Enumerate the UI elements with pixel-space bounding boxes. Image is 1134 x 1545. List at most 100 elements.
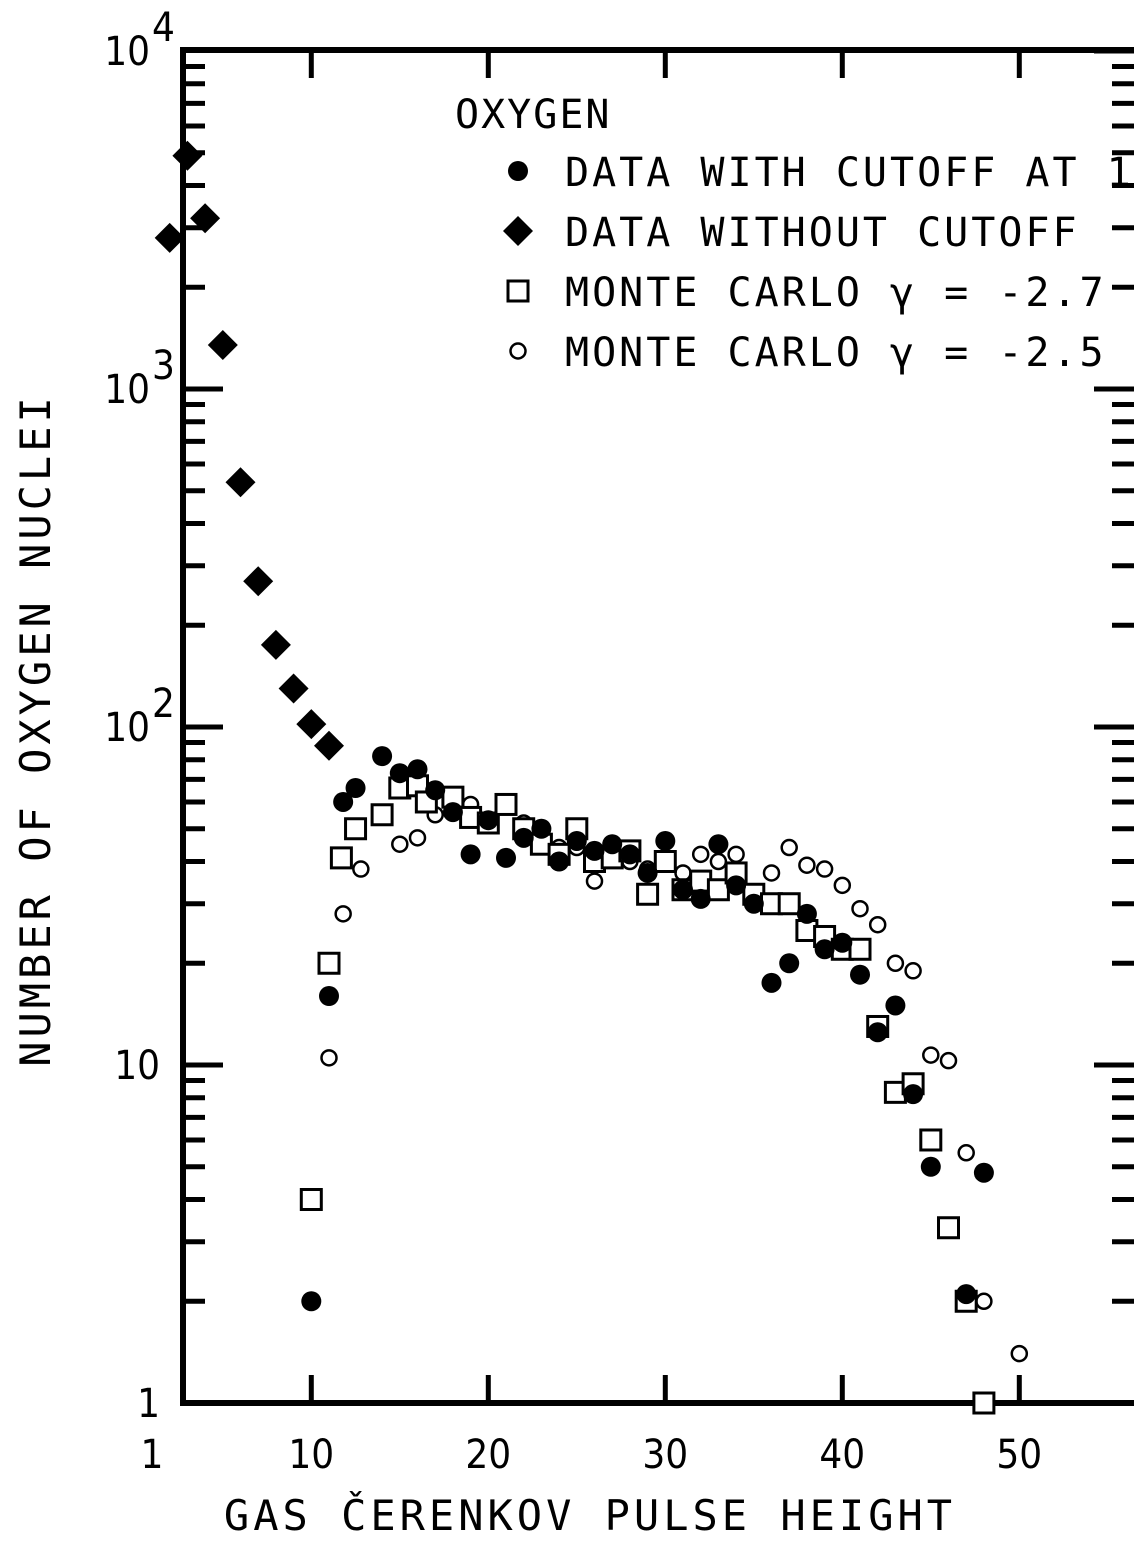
data-point	[832, 932, 853, 953]
data-point	[653, 850, 677, 874]
data-point	[585, 872, 604, 890]
data-point	[673, 879, 693, 900]
y-tick-label-base: 10	[114, 1043, 160, 1089]
data-point	[975, 1292, 993, 1311]
series-filled-diamond	[154, 140, 344, 761]
y-tick-label-exponent: 2	[152, 681, 175, 727]
y-axis-label: NUMBER OF OXYGEN NUCLEI	[11, 393, 60, 1067]
data-point	[391, 835, 409, 853]
x-tick-label: 40	[819, 1432, 865, 1478]
legend-label: MONTE CARLO γ = -2.5	[565, 330, 1107, 376]
data-point	[389, 763, 410, 784]
data-point	[957, 1144, 975, 1162]
y-tick-label: 103	[104, 343, 175, 413]
data-point	[619, 844, 640, 865]
data-point	[726, 875, 747, 896]
legend-marker	[506, 279, 530, 303]
legend-label: DATA WITHOUT CUTOFF	[565, 210, 1080, 256]
data-point	[566, 830, 587, 851]
legend-marker	[503, 216, 533, 246]
x-tick-label: 50	[996, 1432, 1042, 1478]
data-point	[848, 937, 872, 961]
data-point	[636, 882, 660, 906]
data-point	[1010, 1344, 1029, 1363]
data-point	[225, 467, 256, 498]
data-point	[333, 791, 354, 812]
data-point	[779, 953, 800, 974]
data-point	[939, 1051, 958, 1070]
data-point	[708, 834, 729, 855]
data-point	[956, 1284, 977, 1305]
data-point	[815, 860, 834, 878]
data-point	[314, 730, 344, 761]
data-point	[494, 792, 518, 816]
data-point	[513, 827, 534, 848]
data-point	[531, 818, 552, 839]
data-point	[602, 834, 623, 855]
data-point	[780, 838, 798, 857]
data-point	[709, 852, 728, 871]
legend-label: MONTE CARLO γ = -2.7	[565, 270, 1107, 316]
y-tick-label-base: 10	[104, 367, 150, 413]
data-point	[762, 864, 781, 882]
data-point	[886, 954, 905, 973]
y-tick-label-base: 10	[104, 29, 150, 75]
data-point	[372, 746, 393, 767]
y-tick-label: 104	[104, 5, 175, 75]
y-tick-label-base: 1	[137, 1381, 160, 1427]
data-point	[973, 1162, 994, 1183]
x-tick-label: 20	[465, 1432, 511, 1478]
data-point	[727, 845, 745, 864]
data-point	[407, 759, 428, 780]
data-point	[320, 1049, 338, 1067]
data-point	[345, 777, 366, 798]
data-point	[496, 847, 516, 868]
data-points	[154, 140, 1029, 1415]
data-point	[425, 780, 446, 801]
data-point	[920, 1156, 941, 1177]
data-point	[334, 905, 352, 923]
data-point	[777, 892, 801, 916]
data-point	[329, 846, 353, 870]
data-point	[904, 962, 922, 980]
x-axis-label: GAS ČERENKOV PULSE HEIGHT	[224, 1490, 956, 1540]
data-point	[885, 995, 906, 1016]
data-point	[850, 964, 870, 985]
data-point	[278, 673, 309, 704]
data-point	[408, 829, 427, 847]
legend: OXYGEN DATA WITH CUTOFF AT 10 DATA WITHOU…	[455, 92, 1134, 376]
data-point	[655, 830, 676, 851]
data-point	[319, 986, 339, 1007]
data-point	[814, 939, 835, 960]
data-point	[370, 803, 394, 827]
y-tick-label: 102	[104, 681, 175, 751]
data-point	[344, 817, 368, 841]
y-tick-label: 1	[137, 1381, 160, 1427]
data-point	[637, 862, 658, 883]
data-point	[867, 1022, 888, 1043]
data-point	[972, 1391, 996, 1415]
y-tick-label: 10	[114, 1043, 160, 1089]
legend-title: OXYGEN	[455, 92, 612, 138]
data-point	[584, 840, 605, 861]
data-point	[903, 1084, 924, 1105]
x-tick-label: 10	[288, 1432, 334, 1478]
y-tick-label-base: 10	[104, 705, 150, 751]
data-point	[317, 951, 341, 975]
data-point	[922, 1046, 940, 1064]
data-point	[299, 1188, 323, 1212]
data-point	[207, 329, 238, 360]
data-point	[296, 709, 327, 740]
data-point	[674, 864, 692, 882]
data-point	[549, 851, 570, 872]
data-point	[442, 802, 463, 823]
x-tick-label: 30	[642, 1432, 688, 1478]
data-point	[460, 844, 481, 865]
data-point	[243, 566, 274, 597]
data-point	[172, 140, 203, 171]
y-tick-label-exponent: 3	[152, 343, 175, 389]
data-point	[301, 1291, 322, 1312]
